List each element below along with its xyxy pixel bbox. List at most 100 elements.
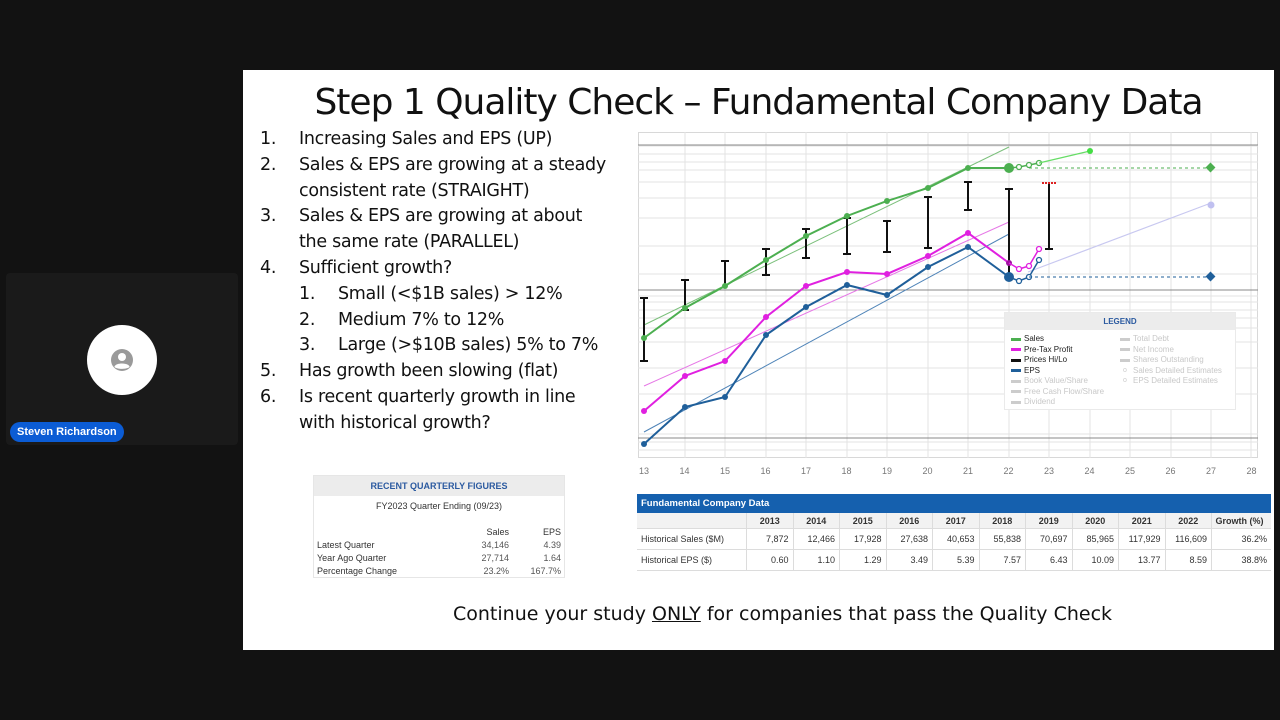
table-cell: 6.43 (1026, 550, 1073, 570)
checklist-item: 4. Sufficient growth? (260, 256, 640, 282)
legend-swatch (1120, 337, 1130, 341)
x-tick-label: 27 (1205, 466, 1217, 476)
chart-x-axis: 13 14 15 16 17 18 19 20 21 22 23 24 25 26 27 28 (638, 466, 1258, 480)
item-number: 4. (260, 257, 277, 278)
footer-emphasis: ONLY (651, 603, 701, 625)
row-label: Percentage Change (317, 566, 398, 576)
item-number (260, 411, 299, 437)
legend-label: Shares Outstanding (1133, 355, 1204, 364)
slide-title: Step 1 Quality Check – Fundamental Compa… (314, 82, 1203, 123)
legend-title: LEGEND (1005, 313, 1235, 330)
row-label: Historical EPS ($) (637, 550, 747, 570)
legend-label: Dividend (1024, 397, 1056, 406)
x-tick-label: 22 (1003, 466, 1014, 476)
year-header: 2021 (1119, 513, 1166, 528)
legend-label: Net Income (1133, 344, 1174, 354)
checklist-item: 2. Sales & EPS are growing at a steady (260, 153, 640, 179)
year-header: 2015 (840, 513, 887, 528)
legend-swatch (1011, 390, 1021, 394)
fundamental-table-title: Fundamental Company Data (637, 494, 1271, 513)
chart-legend: LEGEND Sales Pre-Tax Profit Prices Hi/Lo EP… (1004, 312, 1236, 410)
table-cell: 3.49 (887, 550, 933, 570)
legend-swatch (1011, 379, 1021, 383)
legend-label: Book Value/Share (1024, 376, 1088, 385)
table-cell: 8.59 (1166, 550, 1212, 570)
year-header: 2022 (1166, 513, 1212, 528)
table-cell: 0.60 (747, 550, 794, 570)
table-cell: 1.10 (794, 550, 840, 570)
checklist-item: with historical growth? (260, 411, 640, 437)
corner-cell (637, 513, 747, 528)
quarterly-header-row: Sales EPS (317, 526, 561, 539)
recent-quarterly-figures: RECENT QUARTERLY FIGURES FY2023 Quarter … (313, 475, 565, 578)
table-cell: 116,609 (1166, 529, 1212, 549)
quarterly-subtitle: FY2023 Quarter Ending (09/23) (375, 501, 503, 511)
legend-swatch (1011, 358, 1021, 362)
year-header: 2016 (887, 513, 933, 528)
item-text: Medium 7% to 12% (338, 309, 505, 330)
legend-item: Sales (1011, 334, 1120, 345)
x-tick-label: 16 (760, 466, 771, 476)
legend-swatch (1011, 348, 1021, 352)
legend-swatch (1120, 348, 1130, 352)
year-header: 2014 (794, 513, 840, 528)
ring-marker-icon: o (1123, 366, 1127, 374)
participant-name-badge: Steven Richardson (10, 422, 124, 442)
table-cell: 1.29 (840, 550, 887, 570)
legend-item: Free Cash Flow/Share (1011, 387, 1120, 398)
quarterly-title: RECENT QUARTERLY FIGURES (314, 476, 564, 496)
sales-value: 23.2% (483, 566, 509, 576)
shared-slide: Step 1 Quality Check – Fundamental Compa… (243, 70, 1274, 650)
legend-label: Free Cash Flow/Share (1024, 386, 1105, 396)
item-text: Sales & EPS are growing at a steady (299, 154, 606, 175)
item-text: Sales & EPS are growing at about (299, 206, 583, 227)
table-cell: 117,929 (1119, 529, 1166, 549)
legend-label: Pre-Tax Profit (1024, 344, 1073, 354)
legend-item: Book Value/Share (1011, 376, 1120, 387)
legend-swatch (1120, 358, 1130, 362)
checklist-subitem: 3. Large (>$10B sales) 5% to 7% (260, 333, 640, 359)
item-text: the same rate (PARALLEL) (299, 232, 520, 253)
item-number: 1. (299, 283, 316, 304)
item-text: with historical growth? (299, 412, 491, 433)
years-header-row: 2013 2014 2015 2016 2017 2018 2019 2020 2021 2022… (637, 513, 1271, 529)
legend-label: Sales (1024, 334, 1045, 343)
x-tick-label: 13 (638, 466, 650, 476)
table-cell: 7.57 (980, 550, 1026, 570)
legend-item: o Sales Detailed Estimates (1120, 366, 1229, 377)
item-text: Has growth been slowing (flat) (299, 361, 559, 382)
x-tick-label: 14 (679, 466, 690, 476)
item-number: 5. (260, 361, 277, 382)
checklist-subitem: 1. Small (<$1B sales) > 12% (260, 282, 640, 308)
item-text: Increasing Sales and EPS (UP) (299, 129, 553, 149)
legend-item: Total Debt (1120, 334, 1229, 345)
person-icon (111, 349, 133, 371)
year-header: 2019 (1026, 513, 1073, 528)
x-tick-label: 28 (1246, 466, 1257, 476)
legend-item: Shares Outstanding (1120, 355, 1229, 366)
item-number: 3. (299, 335, 316, 356)
x-tick-label: 15 (719, 466, 731, 476)
growth-cell: 36.2% (1241, 534, 1267, 544)
table-cell: 17,928 (840, 529, 887, 549)
checklist-item: 6. Is recent quarterly growth in line (260, 385, 640, 411)
item-text: Is recent quarterly growth in line (299, 386, 576, 407)
table-cell: 85,965 (1073, 529, 1119, 549)
x-tick-label: 21 (962, 466, 974, 476)
x-tick-label: 26 (1165, 466, 1176, 476)
item-text: consistent rate (STRAIGHT) (299, 180, 530, 201)
item-number (260, 179, 299, 205)
checklist-item: consistent rate (STRAIGHT) (260, 179, 640, 205)
legend-item: Prices Hi/Lo (1011, 355, 1120, 366)
year-header: 2013 (747, 513, 794, 528)
table-row: Historical Sales ($M) 7,872 12,466 17,928 27… (637, 529, 1271, 550)
fundamentals-chart (638, 132, 1258, 458)
table-cell: 27,638 (887, 529, 933, 549)
quarterly-row: Percentage Change 23.2% 167.7% (317, 565, 561, 578)
year-header: 2018 (980, 513, 1026, 528)
legend-item: Dividend (1011, 397, 1120, 408)
table-cell: 12,466 (794, 529, 840, 549)
participant-tile[interactable]: Steven Richardson (6, 273, 238, 445)
item-number: 6. (260, 386, 277, 407)
checklist-item: the same rate (PARALLEL) (260, 230, 640, 256)
